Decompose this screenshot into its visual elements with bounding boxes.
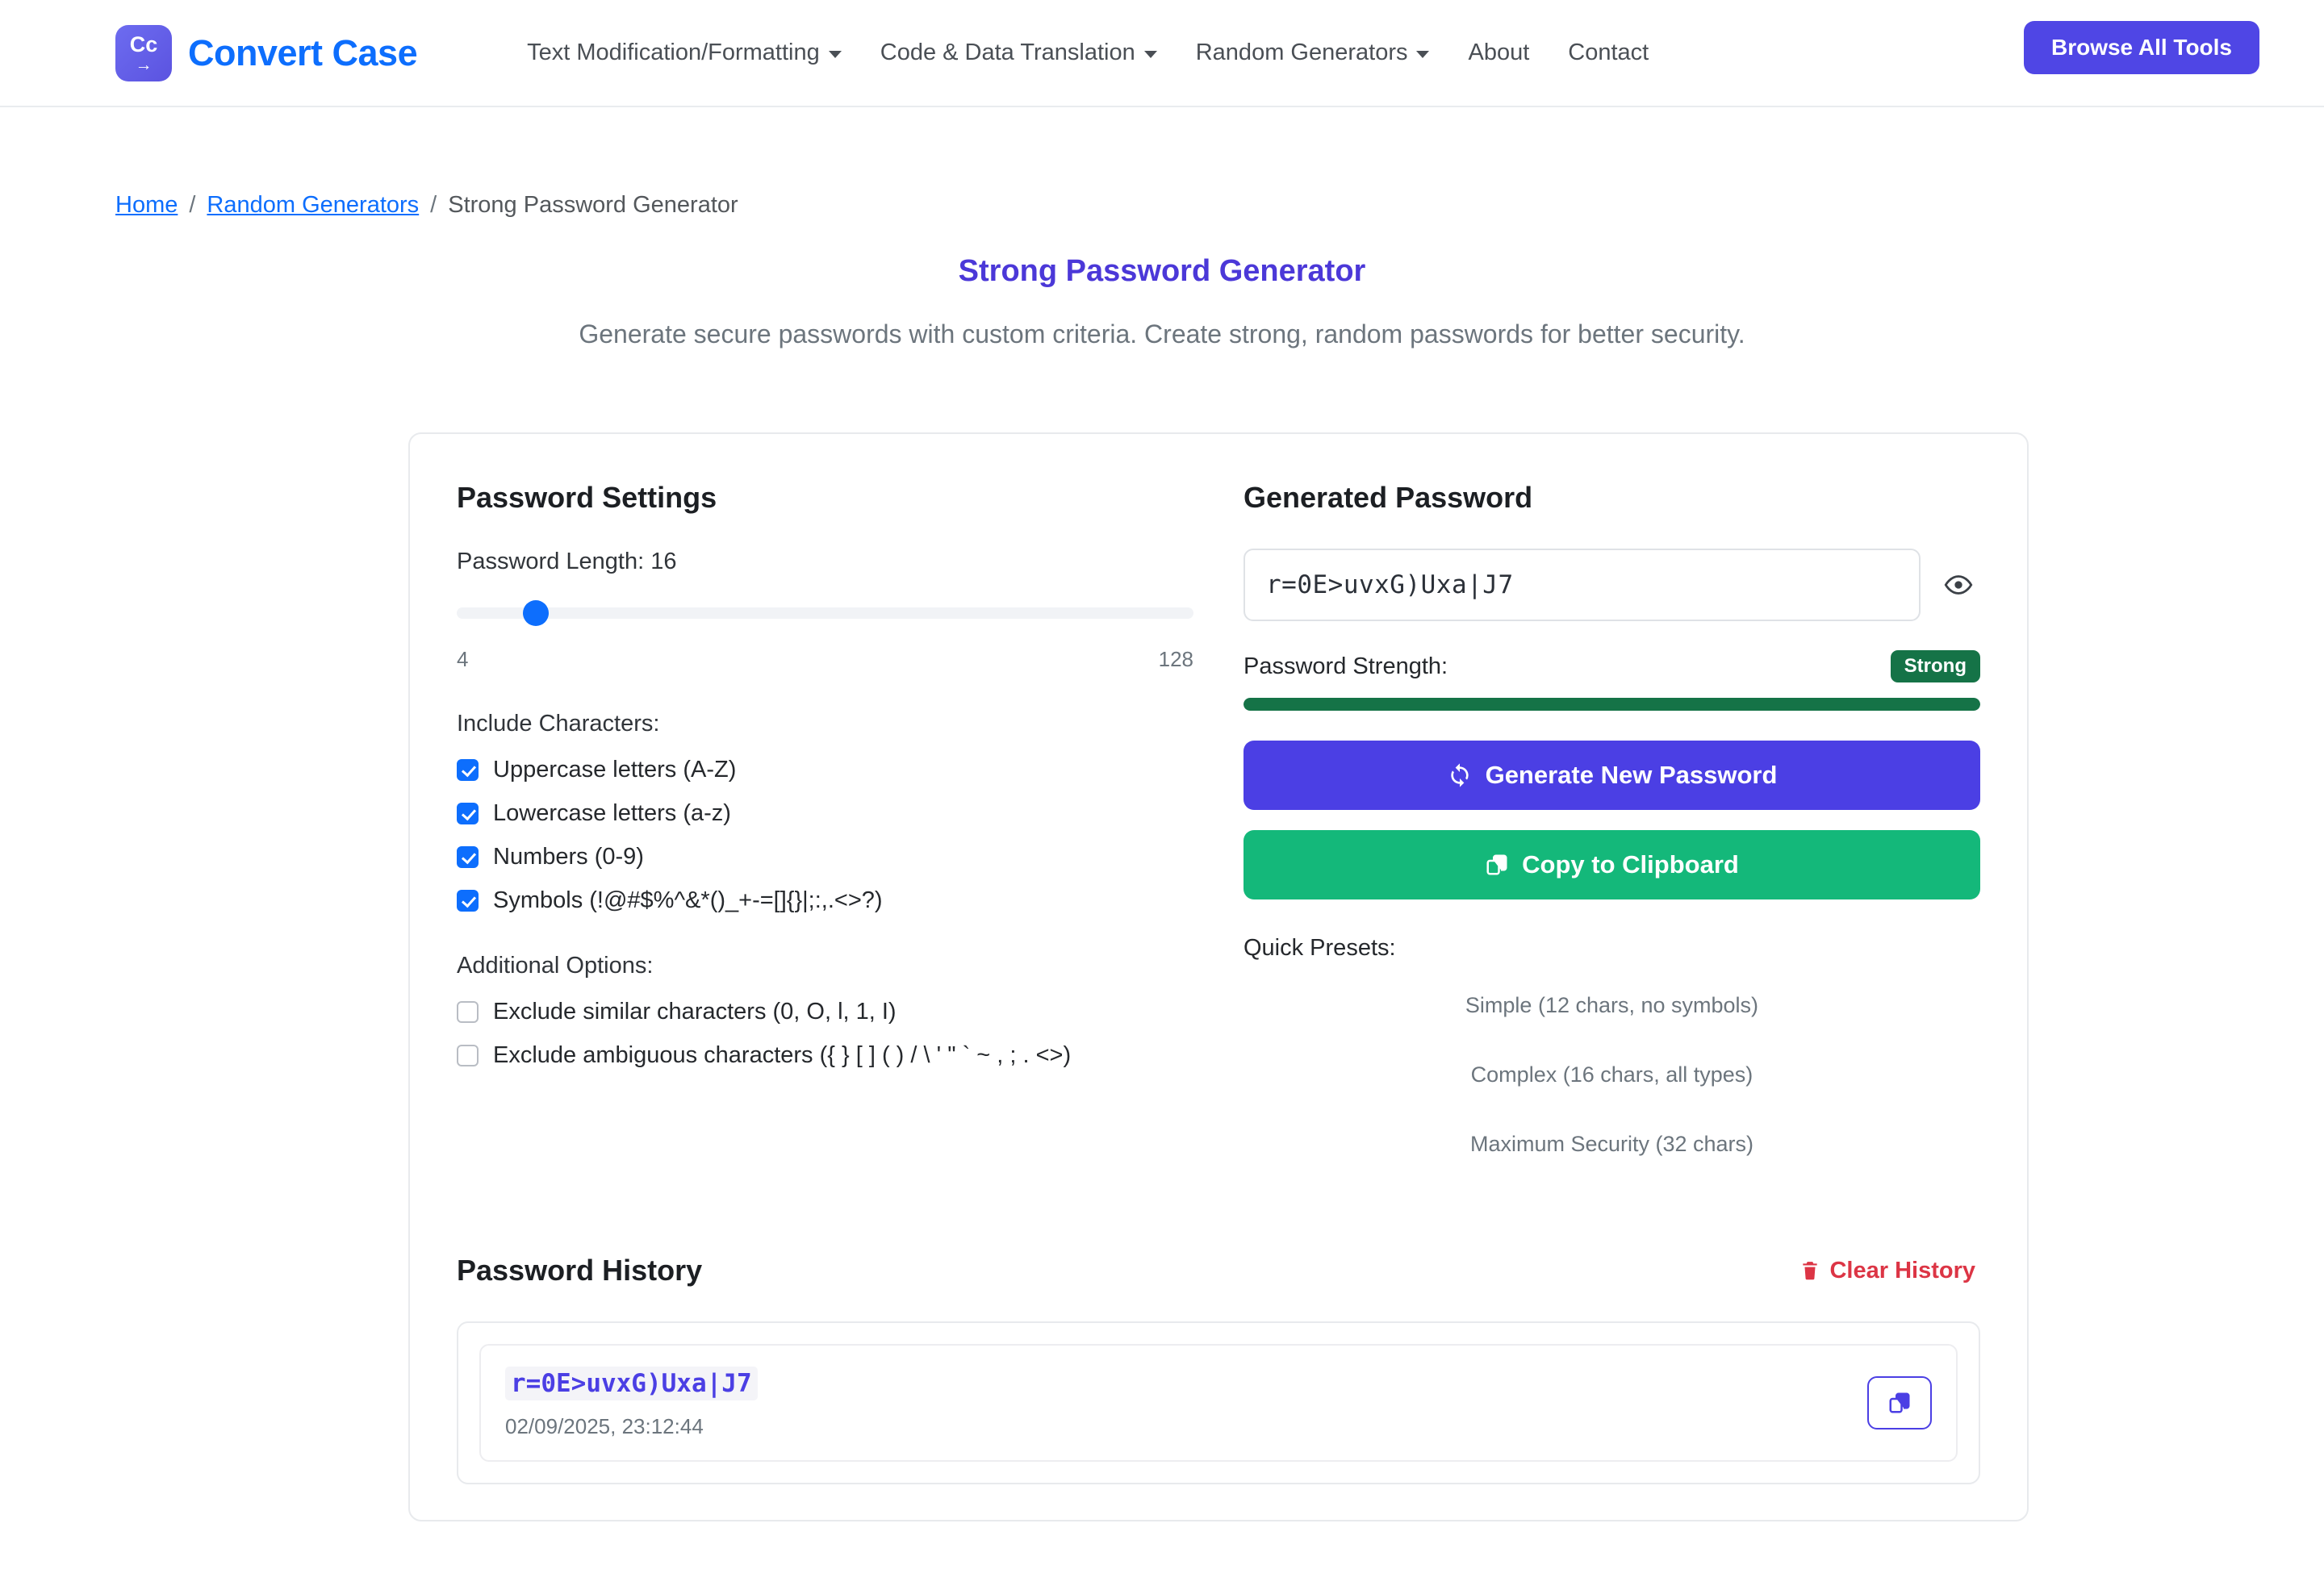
password-length-label: Password Length: 16 [457, 549, 677, 574]
checkbox-uppercase[interactable] [457, 759, 479, 781]
checkbox-label: Exclude similar characters (0, O, l, 1, … [493, 999, 897, 1025]
chevron-down-icon [1416, 51, 1430, 58]
additional-options-label: Additional Options: [457, 953, 654, 979]
button-label: Generate New Password [1485, 761, 1778, 789]
checkbox-numbers[interactable] [457, 846, 479, 868]
history-item-password[interactable]: r=0E>uvxG)Uxa|J7 [505, 1367, 758, 1400]
breadcrumb-home-link[interactable]: Home [115, 192, 178, 218]
checkbox-exclude-ambiguous[interactable] [457, 1045, 479, 1066]
generator-card: Password Settings Password Length: 16 4 … [408, 432, 2029, 1521]
chevron-down-icon [828, 51, 842, 58]
nav-label: Code & Data Translation [880, 40, 1135, 65]
generated-password-row: r=0E>uvxG)Uxa|J7 [1244, 549, 1980, 621]
checkbox-label: Uppercase letters (A-Z) [493, 757, 737, 783]
checkbox-exclude-similar[interactable] [457, 1001, 479, 1023]
password-history-heading: Password History [457, 1254, 703, 1287]
password-settings-panel: Password Settings Password Length: 16 4 … [457, 481, 1193, 1170]
checkbox-row-symbols[interactable]: Symbols (!@#$%^&*()_+-=[]{}|;:,.<>?) [457, 887, 1193, 914]
page-subtitle: Generate secure passwords with custom cr… [579, 319, 1745, 349]
nav-label: Contact [1568, 40, 1649, 65]
password-strength-label: Password Strength: [1244, 653, 1448, 679]
checkbox-lowercase[interactable] [457, 803, 479, 824]
nav-item-text-modification[interactable]: Text Modification/Formatting [508, 40, 861, 66]
slider-max-label: 128 [1158, 647, 1193, 671]
main-nav: Text Modification/Formatting Code & Data… [508, 40, 1668, 66]
site-header: Cc → Convert Case Text Modification/Form… [0, 0, 2324, 107]
checkbox-row-uppercase[interactable]: Uppercase letters (A-Z) [457, 757, 1193, 783]
checkbox-row-exclude-ambiguous[interactable]: Exclude ambiguous characters ({ } [ ] ( … [457, 1042, 1193, 1069]
quick-presets-label: Quick Presets: [1244, 935, 1396, 961]
copy-icon [1889, 1392, 1910, 1413]
list-item: r=0E>uvxG)Uxa|J7 02/09/2025, 23:12:44 [479, 1344, 1958, 1462]
password-history-header: Password History Clear History [457, 1254, 1980, 1288]
checkbox-row-lowercase[interactable]: Lowercase letters (a-z) [457, 800, 1193, 827]
checkbox-row-numbers[interactable]: Numbers (0-9) [457, 844, 1193, 870]
nav-item-code-data-translation[interactable]: Code & Data Translation [861, 40, 1177, 66]
include-characters-label: Include Characters: [457, 711, 660, 737]
refresh-icon [1450, 763, 1469, 787]
eye-icon [1944, 575, 1973, 595]
slider-range-labels: 4 128 [457, 647, 1193, 672]
nav-item-contact[interactable]: Contact [1549, 40, 1668, 66]
page-title: Strong Password Generator [958, 254, 1366, 288]
copy-to-clipboard-button[interactable]: Copy to Clipboard [1244, 830, 1980, 899]
password-length-slider[interactable] [457, 600, 1193, 626]
button-label: Copy to Clipboard [1522, 850, 1739, 879]
checkbox-symbols[interactable] [457, 890, 479, 912]
preset-simple-button[interactable]: Simple (12 chars, no symbols) [1244, 980, 1980, 1031]
password-strength-row: Password Strength: Strong [1244, 650, 1980, 682]
checkbox-label: Exclude ambiguous characters ({ } [ ] ( … [493, 1042, 1072, 1068]
copy-icon [1486, 854, 1507, 875]
history-item-timestamp: 02/09/2025, 23:12:44 [505, 1414, 704, 1438]
logo-arrow-icon: → [135, 56, 153, 74]
preset-complex-button[interactable]: Complex (16 chars, all types) [1244, 1050, 1980, 1100]
generated-password-panel: Generated Password r=0E>uvxG)Uxa|J7 Pass… [1244, 481, 1980, 1170]
toggle-password-visibility-button[interactable] [1937, 563, 1980, 607]
password-history-list: r=0E>uvxG)Uxa|J7 02/09/2025, 23:12:44 [457, 1321, 1980, 1484]
generated-password-field[interactable]: r=0E>uvxG)Uxa|J7 [1244, 549, 1921, 621]
breadcrumb-separator: / [189, 192, 196, 218]
breadcrumb-separator: / [430, 192, 437, 218]
checkbox-label: Numbers (0-9) [493, 844, 644, 870]
generated-password-heading: Generated Password [1244, 481, 1533, 514]
brand-name: Convert Case [188, 31, 418, 73]
nav-label: Random Generators [1195, 40, 1408, 65]
button-label: Clear History [1829, 1257, 1975, 1283]
password-strength-bar [1244, 698, 1980, 711]
nav-label: Text Modification/Formatting [527, 40, 820, 65]
browse-all-tools-button[interactable]: Browse All Tools [2023, 21, 2259, 74]
history-item-copy-button[interactable] [1867, 1376, 1932, 1429]
trash-icon [1803, 1262, 1818, 1280]
convert-case-logo-icon: Cc → [115, 24, 172, 81]
nav-label: About [1468, 40, 1530, 65]
nav-item-random-generators[interactable]: Random Generators [1177, 40, 1449, 66]
breadcrumb-random-generators-link[interactable]: Random Generators [207, 192, 420, 218]
brand-logo-link[interactable]: Cc → Convert Case [115, 24, 418, 81]
history-item-content: r=0E>uvxG)Uxa|J7 02/09/2025, 23:12:44 [505, 1367, 758, 1439]
generate-new-password-button[interactable]: Generate New Password [1244, 741, 1980, 810]
preset-maximum-security-button[interactable]: Maximum Security (32 chars) [1244, 1119, 1980, 1170]
status-badge: Strong [1890, 650, 1980, 682]
slider-thumb[interactable] [523, 600, 550, 626]
checkbox-label: Lowercase letters (a-z) [493, 800, 731, 826]
logo-cc-text: Cc [129, 32, 158, 56]
password-strength-fill [1244, 698, 1980, 711]
slider-min-label: 4 [457, 647, 469, 671]
nav-item-about[interactable]: About [1448, 40, 1549, 66]
checkbox-label: Symbols (!@#$%^&*()_+-=[]{}|;:,.<>?) [493, 887, 883, 913]
password-settings-heading: Password Settings [457, 481, 717, 514]
chevron-down-icon [1143, 51, 1157, 58]
checkbox-row-exclude-similar[interactable]: Exclude similar characters (0, O, l, 1, … [457, 999, 1193, 1025]
clear-history-button[interactable]: Clear History [1795, 1257, 1980, 1285]
breadcrumb-current: Strong Password Generator [448, 192, 738, 218]
slider-track [457, 607, 1193, 619]
breadcrumb: Home / Random Generators / Strong Passwo… [115, 192, 2209, 219]
